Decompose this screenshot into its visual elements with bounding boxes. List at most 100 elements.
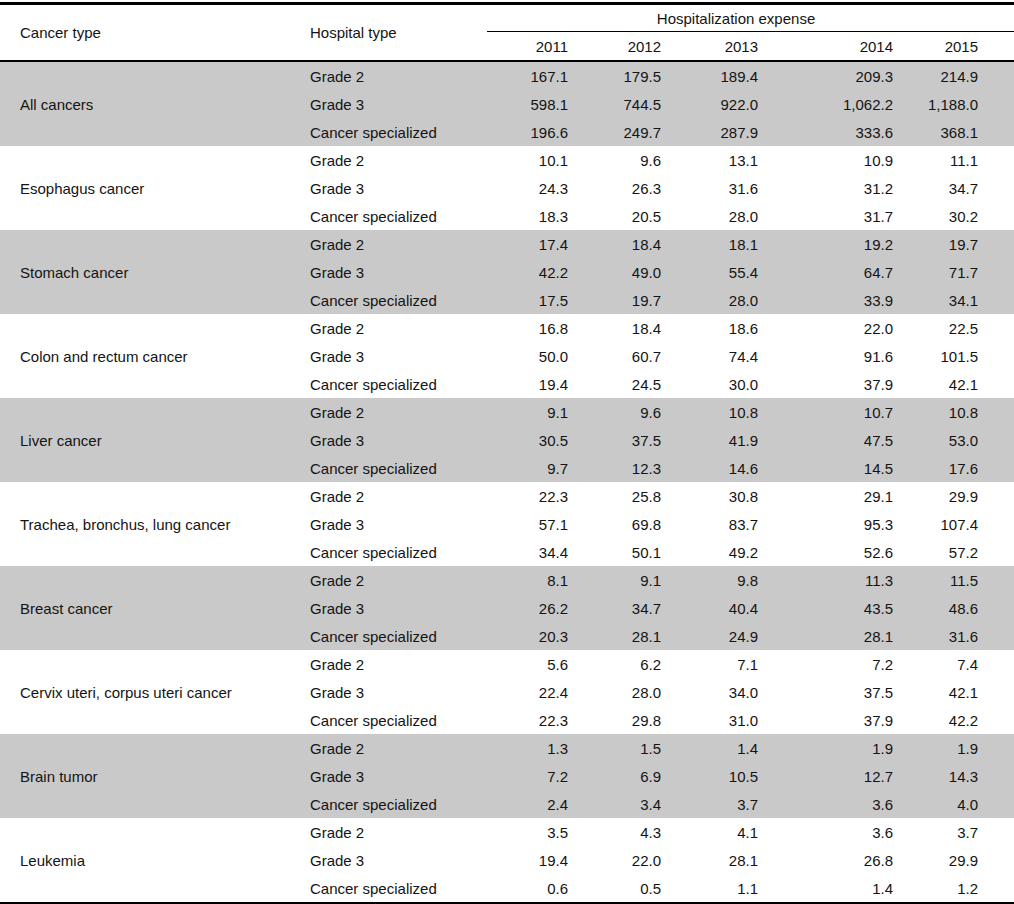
header-row-top: Cancer type Hospital type Hospitalizatio… bbox=[0, 4, 1014, 32]
expense-value-cell: 209.3 bbox=[768, 61, 903, 90]
hospital-type-cell: Cancer specialized bbox=[295, 286, 487, 314]
table-body: All cancersGrade 2167.1179.5189.4209.321… bbox=[0, 61, 1014, 904]
hospital-type-cell: Grade 2 bbox=[295, 398, 487, 426]
expense-value-cell: 13.1 bbox=[671, 146, 768, 174]
expense-value-cell: 249.7 bbox=[578, 118, 671, 146]
expense-value-cell: 28.1 bbox=[578, 622, 671, 650]
expense-value-cell: 3.5 bbox=[487, 818, 578, 846]
year-column-header: 2012 bbox=[578, 32, 671, 62]
expense-value-cell: 8.1 bbox=[487, 566, 578, 594]
expense-value-cell: 167.1 bbox=[487, 61, 578, 90]
expense-value-cell: 60.7 bbox=[578, 342, 671, 370]
expense-value-cell: 3.6 bbox=[768, 790, 903, 818]
expense-value-cell: 34.0 bbox=[671, 678, 768, 706]
expense-value-cell: 52.6 bbox=[768, 538, 903, 566]
expense-value-cell: 22.3 bbox=[487, 482, 578, 510]
expense-value-cell: 53.0 bbox=[903, 426, 1014, 454]
expense-value-cell: 368.1 bbox=[903, 118, 1014, 146]
expense-value-cell: 9.6 bbox=[578, 146, 671, 174]
hospitalization-expense-table: Cancer type Hospital type Hospitalizatio… bbox=[0, 2, 1014, 904]
table-row: Stomach cancerGrade 217.418.418.119.219.… bbox=[0, 230, 1014, 258]
expense-value-cell: 31.6 bbox=[671, 174, 768, 202]
expense-value-cell: 10.5 bbox=[671, 762, 768, 790]
cancer-type-cell: Brain tumor bbox=[0, 734, 295, 818]
expense-value-cell: 1.2 bbox=[903, 874, 1014, 904]
hospital-type-cell: Cancer specialized bbox=[295, 706, 487, 734]
expense-value-cell: 214.9 bbox=[903, 61, 1014, 90]
expense-value-cell: 4.3 bbox=[578, 818, 671, 846]
expense-value-cell: 2.4 bbox=[487, 790, 578, 818]
expense-value-cell: 4.0 bbox=[903, 790, 1014, 818]
expense-value-cell: 37.5 bbox=[768, 678, 903, 706]
expense-value-cell: 47.5 bbox=[768, 426, 903, 454]
expense-value-cell: 28.0 bbox=[671, 286, 768, 314]
expense-value-cell: 18.1 bbox=[671, 230, 768, 258]
expense-value-cell: 10.1 bbox=[487, 146, 578, 174]
expense-value-cell: 9.7 bbox=[487, 454, 578, 482]
expense-value-cell: 30.8 bbox=[671, 482, 768, 510]
hospital-type-cell: Grade 3 bbox=[295, 762, 487, 790]
expense-value-cell: 50.1 bbox=[578, 538, 671, 566]
expense-value-cell: 28.1 bbox=[671, 846, 768, 874]
expense-value-cell: 189.4 bbox=[671, 61, 768, 90]
table-row: All cancersGrade 2167.1179.5189.4209.321… bbox=[0, 61, 1014, 90]
hospital-type-cell: Cancer specialized bbox=[295, 202, 487, 230]
expense-value-cell: 922.0 bbox=[671, 90, 768, 118]
expense-value-cell: 17.5 bbox=[487, 286, 578, 314]
expense-value-cell: 0.6 bbox=[487, 874, 578, 904]
table-row: Breast cancerGrade 28.19.19.811.311.5 bbox=[0, 566, 1014, 594]
expense-value-cell: 34.1 bbox=[903, 286, 1014, 314]
expense-value-cell: 34.7 bbox=[578, 594, 671, 622]
cancer-type-cell: All cancers bbox=[0, 61, 295, 146]
expense-value-cell: 179.5 bbox=[578, 61, 671, 90]
expense-value-cell: 24.5 bbox=[578, 370, 671, 398]
cancer-type-cell: Stomach cancer bbox=[0, 230, 295, 314]
expense-value-cell: 17.6 bbox=[903, 454, 1014, 482]
expense-value-cell: 3.4 bbox=[578, 790, 671, 818]
expense-value-cell: 31.2 bbox=[768, 174, 903, 202]
table-row: Esophagus cancerGrade 210.19.613.110.911… bbox=[0, 146, 1014, 174]
expense-value-cell: 20.5 bbox=[578, 202, 671, 230]
expense-value-cell: 0.5 bbox=[578, 874, 671, 904]
hospital-type-cell: Grade 2 bbox=[295, 146, 487, 174]
expense-value-cell: 24.3 bbox=[487, 174, 578, 202]
hospital-type-cell: Cancer specialized bbox=[295, 454, 487, 482]
expense-value-cell: 26.3 bbox=[578, 174, 671, 202]
expense-value-cell: 33.9 bbox=[768, 286, 903, 314]
expense-value-cell: 1.3 bbox=[487, 734, 578, 762]
expense-value-cell: 6.9 bbox=[578, 762, 671, 790]
expense-value-cell: 287.9 bbox=[671, 118, 768, 146]
expense-value-cell: 22.0 bbox=[578, 846, 671, 874]
expense-value-cell: 57.2 bbox=[903, 538, 1014, 566]
expense-value-cell: 28.0 bbox=[671, 202, 768, 230]
expense-value-cell: 1,062.2 bbox=[768, 90, 903, 118]
expense-value-cell: 19.4 bbox=[487, 846, 578, 874]
expense-value-cell: 30.2 bbox=[903, 202, 1014, 230]
expense-value-cell: 9.1 bbox=[487, 398, 578, 426]
expense-value-cell: 55.4 bbox=[671, 258, 768, 286]
expense-value-cell: 107.4 bbox=[903, 510, 1014, 538]
expense-value-cell: 29.9 bbox=[903, 846, 1014, 874]
expense-value-cell: 14.3 bbox=[903, 762, 1014, 790]
expense-value-cell: 40.4 bbox=[671, 594, 768, 622]
expense-value-cell: 91.6 bbox=[768, 342, 903, 370]
hospital-type-cell: Cancer specialized bbox=[295, 622, 487, 650]
hospital-type-cell: Grade 3 bbox=[295, 594, 487, 622]
expense-value-cell: 26.8 bbox=[768, 846, 903, 874]
expense-value-cell: 1.9 bbox=[768, 734, 903, 762]
column-header-cancer-type: Cancer type bbox=[0, 4, 295, 62]
expense-value-cell: 17.4 bbox=[487, 230, 578, 258]
cancer-type-cell: Colon and rectum cancer bbox=[0, 314, 295, 398]
expense-value-cell: 31.0 bbox=[671, 706, 768, 734]
hospital-type-cell: Grade 2 bbox=[295, 61, 487, 90]
expense-value-cell: 18.4 bbox=[578, 314, 671, 342]
expense-value-cell: 3.7 bbox=[903, 818, 1014, 846]
hospital-type-cell: Grade 3 bbox=[295, 846, 487, 874]
expense-value-cell: 29.8 bbox=[578, 706, 671, 734]
expense-value-cell: 7.2 bbox=[768, 650, 903, 678]
expense-value-cell: 1,188.0 bbox=[903, 90, 1014, 118]
expense-value-cell: 22.0 bbox=[768, 314, 903, 342]
hospital-type-cell: Grade 3 bbox=[295, 510, 487, 538]
expense-value-cell: 42.1 bbox=[903, 678, 1014, 706]
hospital-type-cell: Grade 2 bbox=[295, 230, 487, 258]
